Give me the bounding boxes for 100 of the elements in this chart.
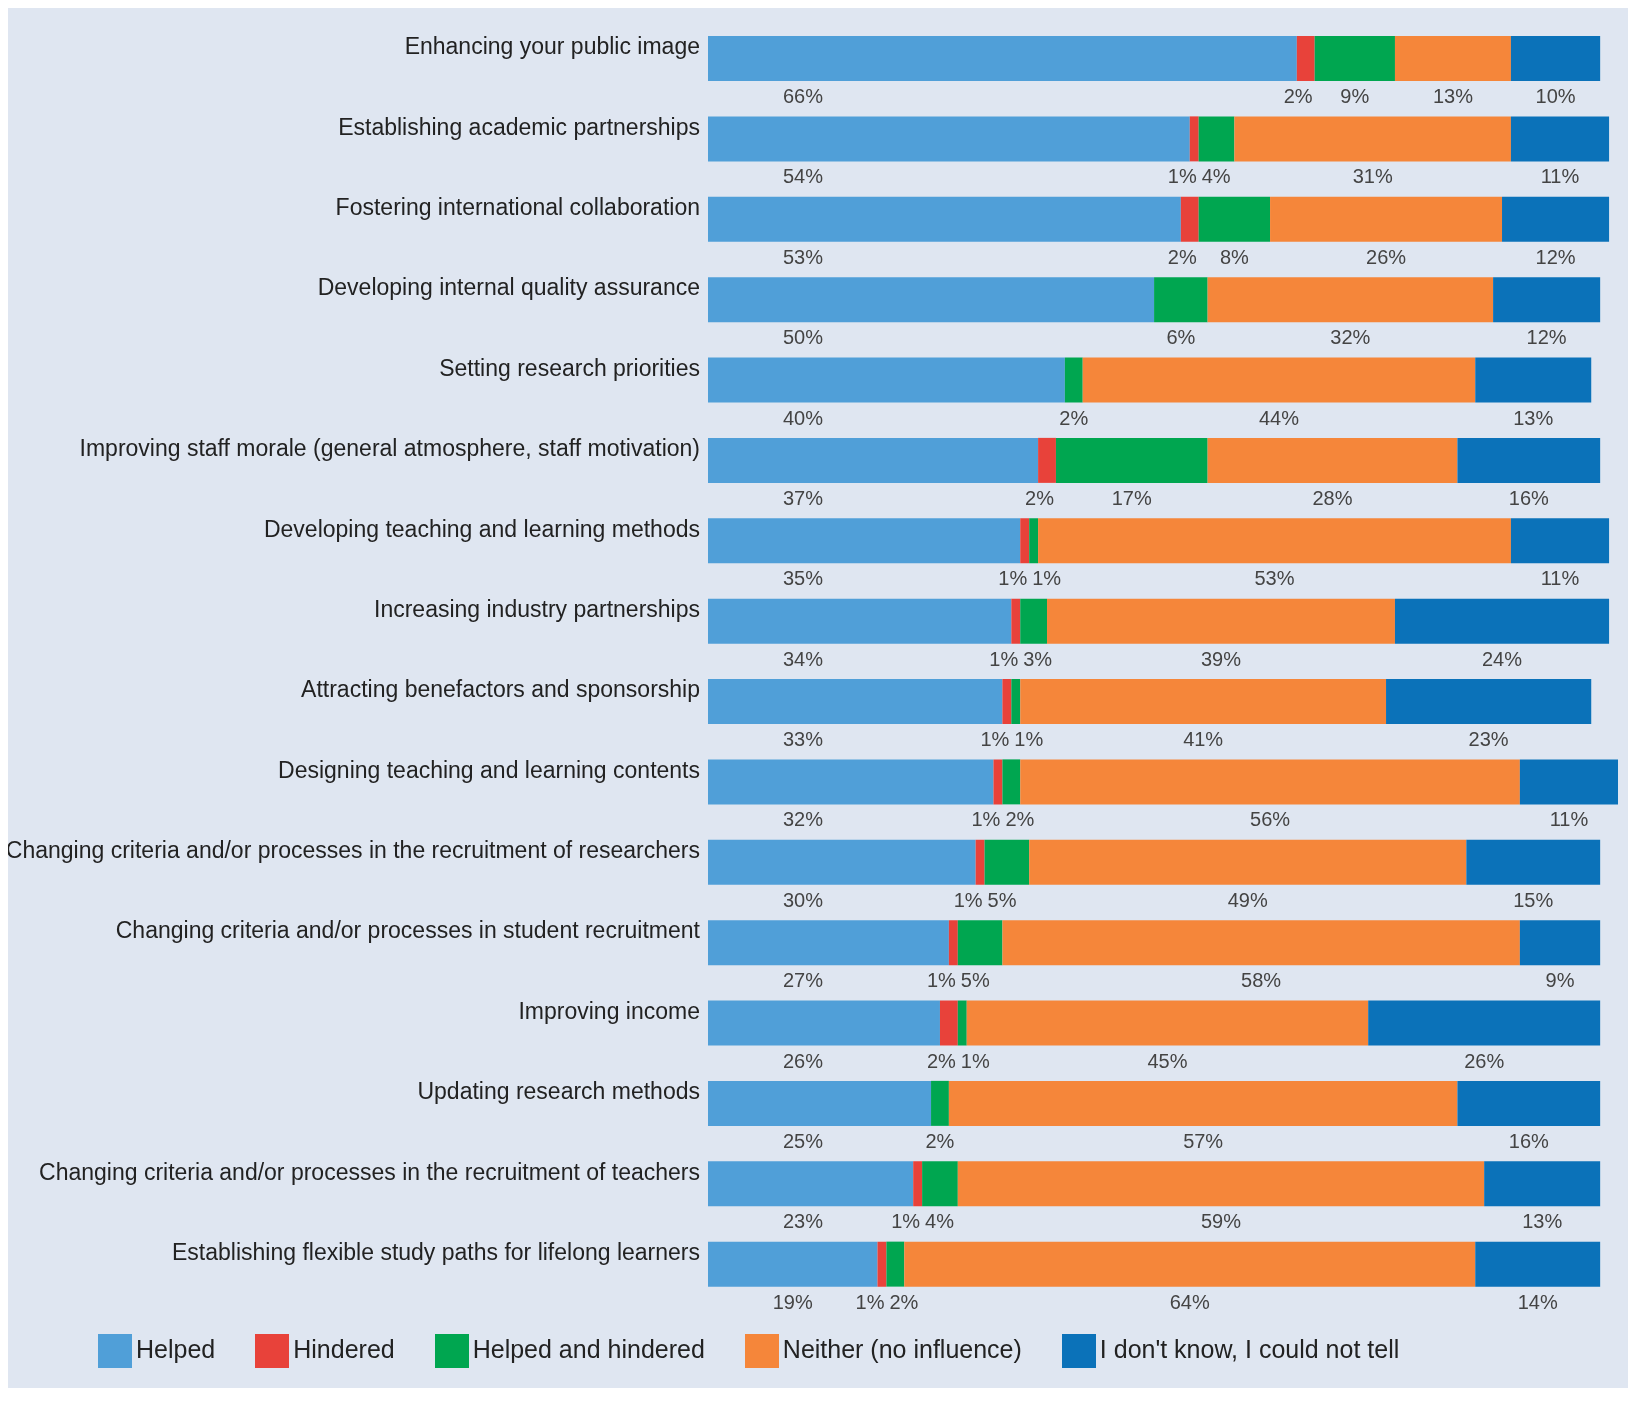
- legend-label: Helped: [136, 1334, 216, 1363]
- data-label: 24%: [1482, 647, 1523, 670]
- y-tick-label: Fostering international collaboration: [335, 194, 700, 221]
- y-tick-label: Updating research methods: [417, 1078, 700, 1105]
- bar: [708, 116, 1190, 162]
- data-label: 2%: [889, 1290, 919, 1313]
- bar: [1314, 36, 1395, 81]
- bar: [1457, 1080, 1601, 1126]
- bar: [1502, 196, 1610, 242]
- data-label: 66%: [782, 85, 824, 107]
- bar: [984, 839, 1030, 885]
- data-label: 35%: [782, 567, 824, 590]
- data-label: 16%: [1508, 486, 1550, 509]
- bar: [1234, 116, 1511, 162]
- bar: [1020, 679, 1387, 724]
- legend-label: I don't know, I could not tell: [1099, 1334, 1400, 1363]
- data-label: 50%: [782, 326, 824, 349]
- data-label: 57%: [1183, 1129, 1224, 1152]
- data-label: 2%: [1059, 406, 1089, 429]
- data-label: 11%: [1540, 165, 1580, 188]
- y-tick-label: Designing teaching and learning contents: [278, 756, 700, 783]
- bar: [708, 920, 949, 966]
- data-label: 26%: [1366, 245, 1407, 268]
- data-label: 1%: [998, 567, 1028, 590]
- bar: [1484, 1161, 1601, 1207]
- bar: [1082, 357, 1476, 403]
- bar: [708, 759, 994, 805]
- bar: [1457, 437, 1601, 483]
- bar: [708, 437, 1039, 483]
- bar: [1510, 36, 1601, 81]
- data-label: 4%: [925, 1210, 955, 1233]
- data-label: 1%: [1032, 567, 1062, 590]
- y-tick-label: Improving income: [518, 997, 700, 1024]
- bar: [948, 920, 958, 966]
- bar: [1475, 357, 1592, 403]
- bar: [708, 1161, 914, 1207]
- data-label: 45%: [1147, 1049, 1188, 1072]
- data-label: 13%: [1522, 1210, 1563, 1233]
- data-label: 23%: [782, 1210, 824, 1233]
- data-label: 32%: [1330, 326, 1371, 349]
- data-label: 49%: [1227, 888, 1268, 911]
- data-label: 2%: [1283, 85, 1313, 107]
- bar: [1011, 679, 1021, 724]
- data-label: 2%: [1025, 486, 1055, 509]
- data-label: 2%: [925, 1129, 955, 1152]
- y-tick-label: Setting research priorities: [439, 354, 700, 381]
- bar: [1002, 759, 1021, 805]
- data-label: 11%: [1549, 808, 1589, 831]
- bar: [708, 277, 1155, 323]
- data-label: 56%: [1250, 808, 1291, 831]
- data-label: 13%: [1513, 406, 1554, 429]
- data-label: 59%: [1200, 1210, 1242, 1233]
- data-label: 6%: [1166, 326, 1196, 349]
- legend-label: Helped and hindered: [472, 1334, 705, 1363]
- bar: [877, 1241, 887, 1287]
- data-label: 2%: [1167, 245, 1197, 268]
- bar: [1020, 759, 1520, 805]
- data-label: 64%: [1169, 1290, 1210, 1313]
- y-tick-label: Establishing flexible study paths for lifelong learners: [171, 1238, 700, 1265]
- data-label: 1%: [953, 888, 983, 911]
- bar: [708, 1080, 932, 1126]
- y-tick-label: Attracting benefactors and sponsorship: [301, 676, 700, 703]
- data-label: 12%: [1535, 245, 1576, 268]
- data-label: 31%: [1352, 165, 1393, 188]
- legend-label: Hindered: [293, 1334, 395, 1363]
- bar: [708, 518, 1021, 564]
- bar: [1510, 518, 1610, 564]
- bar: [1394, 36, 1511, 81]
- data-label: 33%: [782, 728, 824, 750]
- bar: [1270, 196, 1503, 242]
- bar: [966, 1000, 1369, 1046]
- bar: [993, 759, 1003, 805]
- y-tick-label: Increasing industry partnerships: [374, 595, 700, 622]
- data-label: 53%: [1254, 567, 1295, 590]
- bar: [957, 1161, 1485, 1207]
- bar: [1296, 36, 1315, 81]
- bar: [939, 1000, 958, 1046]
- data-label: 40%: [782, 406, 824, 429]
- data-label: 3%: [1023, 647, 1053, 670]
- data-label: 1%: [1014, 728, 1044, 750]
- data-label: 1%: [926, 969, 957, 992]
- bar: [1002, 679, 1012, 724]
- bar: [708, 598, 1012, 644]
- bar: [931, 1080, 949, 1126]
- bar: [1154, 277, 1208, 323]
- bar: [1519, 920, 1601, 966]
- data-label: 10%: [1535, 85, 1576, 107]
- bar: [708, 839, 976, 885]
- bar: [1368, 1000, 1601, 1046]
- bar: [1475, 1241, 1601, 1287]
- data-label: 44%: [1258, 406, 1300, 429]
- data-label: 34%: [782, 647, 824, 670]
- bar: [1020, 598, 1048, 644]
- bar: [1038, 437, 1056, 483]
- bar: [1189, 116, 1199, 162]
- data-label: 11%: [1540, 567, 1580, 590]
- data-label: 17%: [1111, 486, 1153, 509]
- bar: [886, 1241, 905, 1287]
- data-label: 2%: [1005, 808, 1035, 831]
- data-label: 19%: [772, 1290, 813, 1313]
